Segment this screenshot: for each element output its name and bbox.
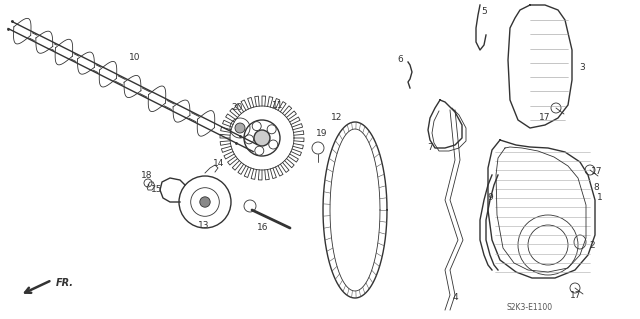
Text: 16: 16 bbox=[257, 224, 269, 233]
Text: 3: 3 bbox=[579, 63, 585, 72]
Text: 14: 14 bbox=[213, 159, 225, 167]
Text: FR.: FR. bbox=[56, 278, 74, 288]
Text: 17: 17 bbox=[540, 114, 551, 122]
Text: 10: 10 bbox=[129, 54, 141, 63]
Text: 19: 19 bbox=[316, 130, 328, 138]
Circle shape bbox=[244, 135, 253, 144]
Text: 2: 2 bbox=[589, 241, 595, 249]
Text: 5: 5 bbox=[481, 8, 487, 17]
Text: 4: 4 bbox=[452, 293, 458, 302]
Text: 18: 18 bbox=[141, 170, 153, 180]
Circle shape bbox=[255, 146, 264, 155]
Text: 1: 1 bbox=[597, 194, 603, 203]
Circle shape bbox=[252, 122, 261, 130]
Circle shape bbox=[267, 125, 276, 134]
Circle shape bbox=[269, 140, 278, 149]
Text: 20: 20 bbox=[231, 103, 243, 113]
Text: 6: 6 bbox=[397, 56, 403, 64]
Text: 13: 13 bbox=[198, 220, 210, 229]
Text: 12: 12 bbox=[332, 114, 342, 122]
Text: 7: 7 bbox=[427, 144, 433, 152]
Text: 11: 11 bbox=[272, 100, 284, 109]
Text: 15: 15 bbox=[151, 184, 163, 194]
Text: 8: 8 bbox=[593, 183, 599, 192]
Text: 17: 17 bbox=[570, 292, 582, 300]
Text: S2K3-E1100: S2K3-E1100 bbox=[507, 303, 553, 313]
Circle shape bbox=[254, 130, 270, 146]
Circle shape bbox=[200, 197, 210, 207]
Text: 17: 17 bbox=[591, 167, 603, 176]
Circle shape bbox=[235, 123, 245, 133]
Text: 9: 9 bbox=[487, 194, 493, 203]
